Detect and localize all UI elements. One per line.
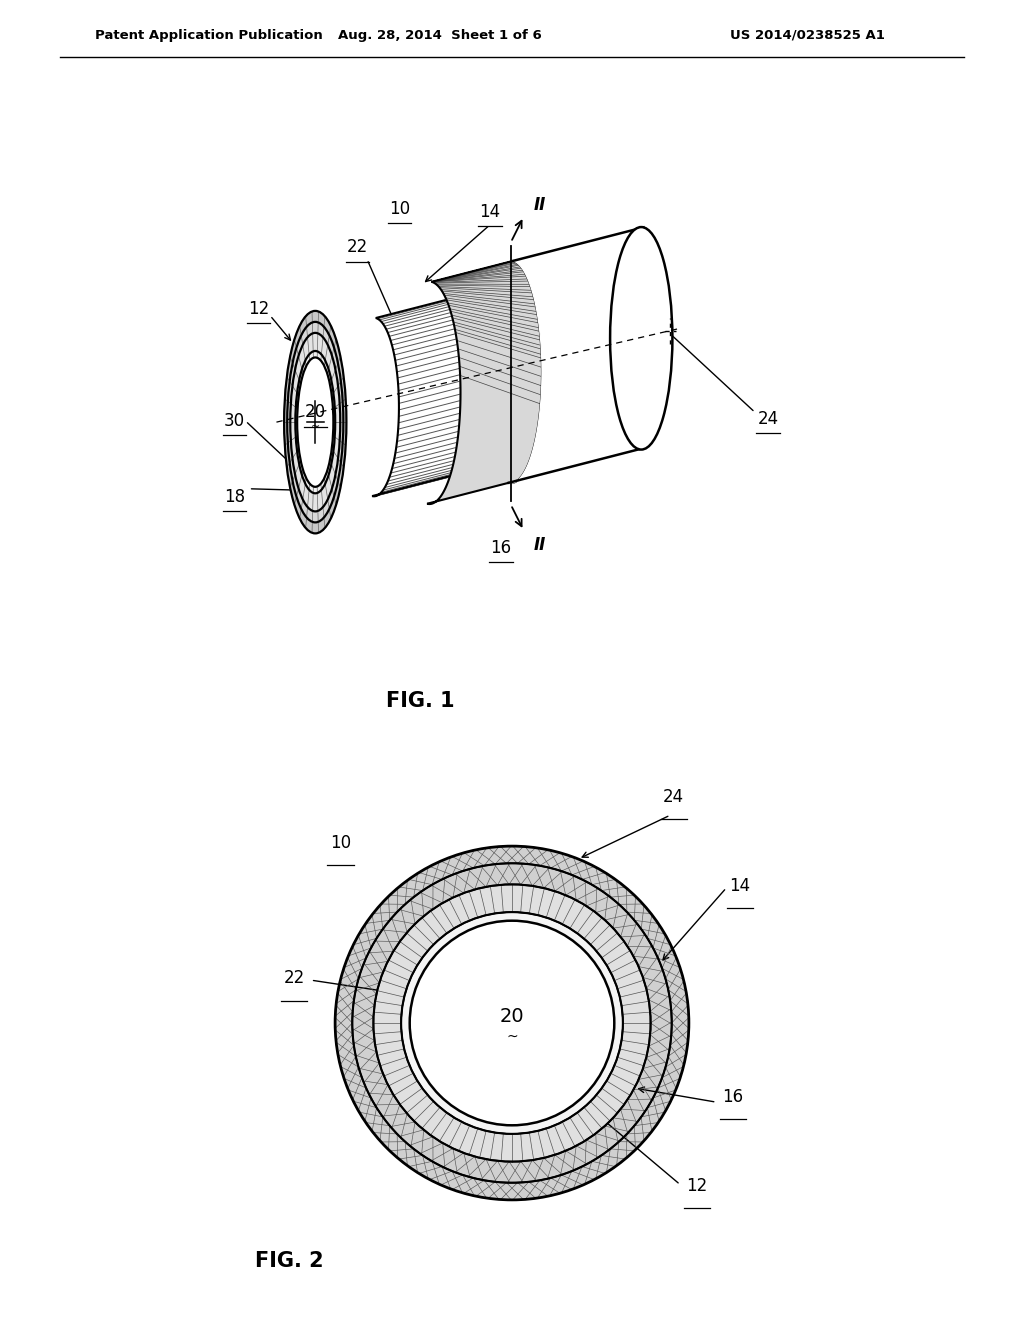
Polygon shape [287, 322, 343, 523]
Ellipse shape [297, 358, 334, 487]
Text: 12: 12 [686, 1177, 708, 1196]
Text: ~: ~ [310, 422, 319, 432]
Ellipse shape [610, 227, 673, 450]
Text: 10: 10 [330, 834, 351, 853]
Text: 24: 24 [758, 411, 778, 428]
Text: FIG. 2: FIG. 2 [255, 1251, 324, 1271]
Text: 22: 22 [347, 239, 368, 256]
Text: FIG. 1: FIG. 1 [386, 690, 455, 710]
Text: Patent Application Publication: Patent Application Publication [95, 29, 323, 41]
Circle shape [401, 912, 623, 1134]
Polygon shape [290, 333, 340, 511]
Text: 22: 22 [284, 969, 305, 987]
Polygon shape [284, 312, 346, 533]
Circle shape [401, 912, 623, 1134]
Polygon shape [372, 282, 536, 496]
Text: ~: ~ [506, 1030, 518, 1043]
Text: II: II [534, 536, 546, 554]
Text: 14: 14 [479, 203, 501, 220]
Text: Aug. 28, 2014  Sheet 1 of 6: Aug. 28, 2014 Sheet 1 of 6 [338, 29, 542, 41]
Text: 16: 16 [723, 1088, 743, 1106]
Text: 30: 30 [224, 412, 245, 430]
Text: 12: 12 [248, 300, 269, 318]
Text: 24: 24 [664, 788, 684, 807]
Text: 20: 20 [500, 1007, 524, 1026]
Text: II: II [534, 195, 546, 214]
Polygon shape [295, 351, 335, 494]
Text: 20: 20 [305, 404, 326, 421]
Circle shape [410, 921, 614, 1125]
Text: 18: 18 [224, 487, 245, 506]
Text: 10: 10 [389, 199, 410, 218]
Circle shape [335, 846, 689, 1200]
Text: US 2014/0238525 A1: US 2014/0238525 A1 [730, 29, 885, 41]
Polygon shape [427, 261, 542, 504]
Text: 16: 16 [490, 540, 512, 557]
Circle shape [374, 884, 650, 1162]
Polygon shape [509, 227, 673, 483]
Text: 14: 14 [729, 876, 751, 895]
